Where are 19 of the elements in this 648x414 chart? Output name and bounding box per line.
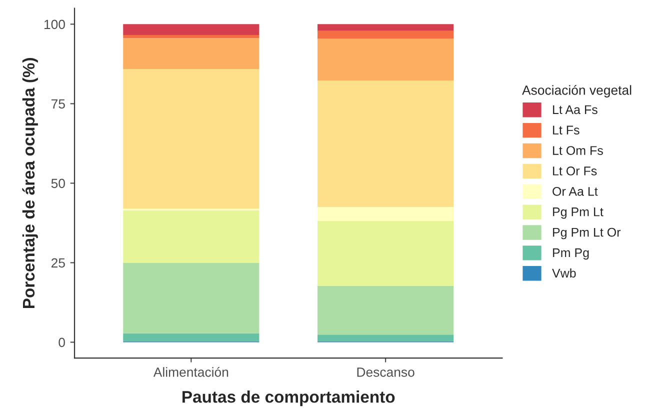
x-tick-label: Alimentación bbox=[153, 366, 228, 377]
x-tick-label: Descanso bbox=[357, 368, 414, 377]
y-tick-label: 75 bbox=[51, 99, 65, 109]
y-tick-label: 25 bbox=[51, 258, 65, 268]
legend-label: Lt Aa Fs bbox=[553, 105, 598, 114]
legend-label: Pm Pg bbox=[553, 248, 589, 260]
legend-title: Asociación vegetal bbox=[522, 85, 632, 98]
legend-label: Or Aa Lt bbox=[552, 186, 598, 196]
legend-label: Pg Pm Lt bbox=[553, 208, 604, 219]
legend-label: Pg Pm Lt Or bbox=[553, 228, 621, 240]
legend-label: Lt Om Fs bbox=[553, 146, 603, 155]
x-axis-title: Pautas de comportamiento bbox=[182, 390, 395, 406]
legend-label: Lt Fs bbox=[553, 126, 580, 135]
legend-label: Vwb bbox=[552, 268, 576, 278]
legend-label: Lt Or Fs bbox=[553, 166, 597, 176]
y-tick-label: 50 bbox=[51, 178, 65, 188]
y-tick-label: 100 bbox=[44, 20, 65, 30]
y-tick-label: 0 bbox=[58, 338, 65, 348]
y-axis-title: Porcentaje de área ocupada (%) bbox=[22, 58, 38, 308]
